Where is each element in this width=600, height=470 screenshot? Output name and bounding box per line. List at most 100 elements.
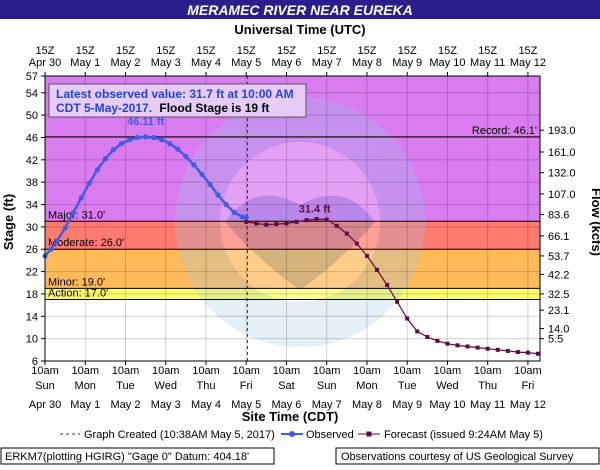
top-axis-title: Universal Time (UTC)	[234, 22, 365, 37]
bottom-axis-title: Site Time (CDT)	[242, 409, 339, 424]
bottom-tick-label-date: May 12	[510, 399, 546, 411]
bottom-tick-label-day: Thu	[478, 380, 497, 392]
left-tick-label: 38	[26, 177, 38, 189]
forecast-point	[284, 221, 289, 226]
right-tick-label: 107.0	[548, 189, 576, 201]
forecast-point	[505, 348, 510, 353]
threshold-label: Major: 31.0'	[48, 209, 105, 221]
observed-point	[126, 137, 133, 143]
bottom-tick-label-time: 10am	[192, 365, 220, 377]
observed-point	[191, 162, 197, 168]
bottom-axis: 10am Sun Apr 30 10am Mon May 1 10am Tue May 2 10a…	[29, 361, 546, 411]
observed-point	[223, 201, 229, 208]
threshold-label: Moderate: 26.0'	[48, 237, 124, 249]
left-tick-label: 26	[26, 244, 38, 256]
top-tick-label-date: May 9	[392, 57, 422, 69]
left-tick-label: 46	[26, 132, 38, 144]
bottom-tick-label-time: 10am	[434, 365, 462, 377]
forecast-point	[344, 231, 349, 236]
top-tick-label-date: May 1	[70, 57, 100, 69]
observed-point	[239, 214, 245, 220]
forecast-point	[264, 222, 269, 227]
left-tick-label: 57	[26, 71, 38, 83]
right-tick-label: 193.0	[548, 125, 576, 137]
observed-point	[143, 134, 149, 140]
bottom-tick-label-date: May 7	[312, 399, 342, 411]
bottom-tick-label-date: May 1	[70, 399, 100, 411]
threshold-label: Record: 46.1'	[472, 125, 537, 137]
left-tick-label: 42	[26, 155, 38, 167]
band-minor	[45, 249, 540, 289]
top-tick-label-date: May 4	[191, 57, 221, 69]
series-layer	[42, 134, 540, 356]
right-tick-label: 42.2	[548, 269, 569, 281]
band-moderate	[45, 221, 540, 250]
left-tick-label: 10	[26, 334, 38, 346]
forecast-point	[465, 344, 470, 349]
top-tick-label-time: 15Z	[116, 45, 135, 57]
forecast-point	[405, 316, 410, 321]
top-tick-label-date: May 3	[151, 57, 181, 69]
observed-point	[110, 147, 117, 153]
top-tick-label-time: 15Z	[518, 45, 537, 57]
observed-point	[78, 195, 84, 201]
right-tick-label: 14.0	[548, 324, 569, 336]
right-tick-label: 23.1	[548, 305, 569, 317]
top-tick-label-date: May 11	[470, 57, 505, 69]
right-tick-label: 83.6	[548, 210, 569, 222]
top-tick-label-date: May 2	[111, 57, 141, 69]
forecast-point	[475, 345, 480, 350]
flood-bands	[45, 76, 540, 361]
legend-created-label: Graph Created (10:38AM May 5, 2017)	[84, 429, 275, 441]
legend: Graph Created (10:38AM May 5, 2017) Obse…	[60, 429, 543, 441]
top-tick-label-date: Apr 30	[29, 57, 61, 69]
right-tick-label: 5.5	[548, 334, 563, 346]
observed-point	[167, 141, 173, 147]
left-tick-label: 30	[26, 222, 38, 234]
observed-point	[134, 134, 141, 141]
left-tick-label: 50	[26, 110, 38, 122]
right-tick-label: 66.1	[548, 231, 569, 243]
peak-label: 46.11 ft	[127, 116, 165, 128]
bottom-tick-label-time: 10am	[112, 365, 140, 377]
peak-label: 31.4 ft	[299, 203, 331, 215]
right-tick-label: 53.7	[548, 251, 569, 263]
bottom-tick-label-time: 10am	[273, 365, 301, 377]
bottom-tick-label-day: Mon	[356, 380, 377, 392]
observed-point	[231, 209, 237, 215]
noaa-watermark	[175, 97, 425, 347]
legend-observed-marker	[289, 431, 295, 437]
bottom-tick-label-time: 10am	[514, 365, 542, 377]
left-tick-label: 22	[26, 267, 38, 279]
forecast-point	[395, 299, 400, 304]
bottom-tick-label-date: May 8	[352, 399, 382, 411]
info-box-frame	[48, 83, 307, 118]
top-tick-label-time: 15Z	[237, 45, 256, 57]
bottom-tick-label-day: Fri	[240, 380, 253, 392]
info-box-line2-prefix: CDT 5-May-2017.	[56, 101, 152, 115]
top-tick-label-date: May 8	[352, 57, 382, 69]
bottom-tick-label-day: Wed	[155, 380, 177, 392]
peak-labels: 46.11 ft 31.4 ft	[127, 116, 331, 215]
observed-point	[62, 225, 68, 231]
bottom-tick-label-day: Mon	[75, 380, 96, 392]
observed-point	[118, 141, 125, 147]
bottom-tick-label-time: 10am	[232, 365, 260, 377]
forecast-point	[525, 350, 530, 355]
top-tick-label-time: 15Z	[76, 45, 95, 57]
bottom-tick-label-day: Thu	[196, 380, 215, 392]
forecast-point	[324, 217, 329, 222]
top-tick-label-time: 15Z	[156, 45, 175, 57]
info-box-line2: CDT 5-May-2017. Flood Stage is 19 ft	[56, 101, 269, 115]
top-tick-label-time: 15Z	[398, 45, 417, 57]
top-tick-label-time: 15Z	[357, 45, 376, 57]
top-tick-label-time: 15Z	[438, 45, 457, 57]
left-tick-label: 34	[26, 200, 38, 212]
bottom-tick-label-time: 10am	[71, 365, 99, 377]
top-tick-label-date: May 12	[510, 57, 546, 69]
footer-right-box	[335, 447, 600, 465]
forecast-point	[244, 219, 249, 224]
bottom-tick-label-day: Wed	[436, 380, 458, 392]
